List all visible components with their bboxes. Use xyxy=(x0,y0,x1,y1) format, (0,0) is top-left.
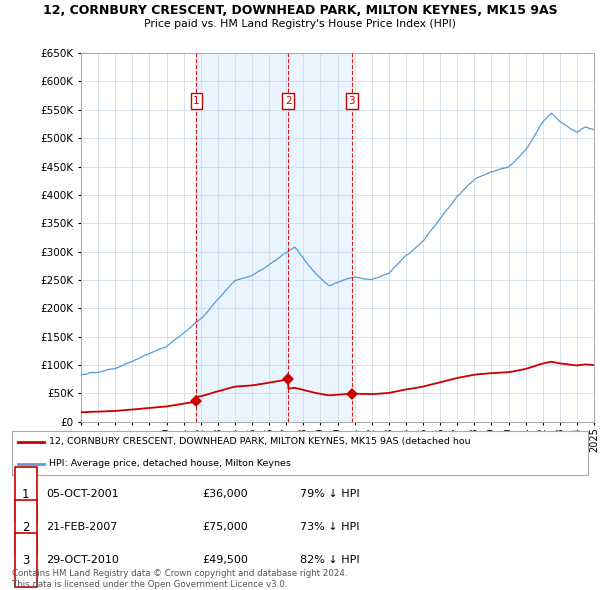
Text: 21-FEB-2007: 21-FEB-2007 xyxy=(47,522,118,532)
Text: HPI: Average price, detached house, Milton Keynes: HPI: Average price, detached house, Milt… xyxy=(49,460,292,468)
Text: 1: 1 xyxy=(22,488,29,501)
Text: 12, CORNBURY CRESCENT, DOWNHEAD PARK, MILTON KEYNES, MK15 9AS: 12, CORNBURY CRESCENT, DOWNHEAD PARK, MI… xyxy=(43,4,557,17)
FancyBboxPatch shape xyxy=(15,500,37,554)
Text: 1: 1 xyxy=(193,96,200,106)
Text: 79% ↓ HPI: 79% ↓ HPI xyxy=(300,489,359,499)
Text: 3: 3 xyxy=(22,553,29,566)
Text: £36,000: £36,000 xyxy=(202,489,248,499)
Bar xyxy=(288,53,352,422)
Text: £75,000: £75,000 xyxy=(202,522,248,532)
Text: Price paid vs. HM Land Registry's House Price Index (HPI): Price paid vs. HM Land Registry's House … xyxy=(144,19,456,29)
FancyBboxPatch shape xyxy=(15,533,37,587)
Text: 2: 2 xyxy=(22,520,29,534)
FancyBboxPatch shape xyxy=(15,467,37,522)
Text: 2: 2 xyxy=(285,96,292,106)
Text: 73% ↓ HPI: 73% ↓ HPI xyxy=(300,522,359,532)
Text: £49,500: £49,500 xyxy=(202,555,248,565)
Text: 29-OCT-2010: 29-OCT-2010 xyxy=(47,555,119,565)
Bar xyxy=(196,53,288,422)
Text: 82% ↓ HPI: 82% ↓ HPI xyxy=(300,555,359,565)
Text: 3: 3 xyxy=(349,96,355,106)
Text: 12, CORNBURY CRESCENT, DOWNHEAD PARK, MILTON KEYNES, MK15 9AS (detached hou: 12, CORNBURY CRESCENT, DOWNHEAD PARK, MI… xyxy=(49,437,471,446)
Text: Contains HM Land Registry data © Crown copyright and database right 2024.
This d: Contains HM Land Registry data © Crown c… xyxy=(12,569,347,589)
Text: 05-OCT-2001: 05-OCT-2001 xyxy=(47,489,119,499)
